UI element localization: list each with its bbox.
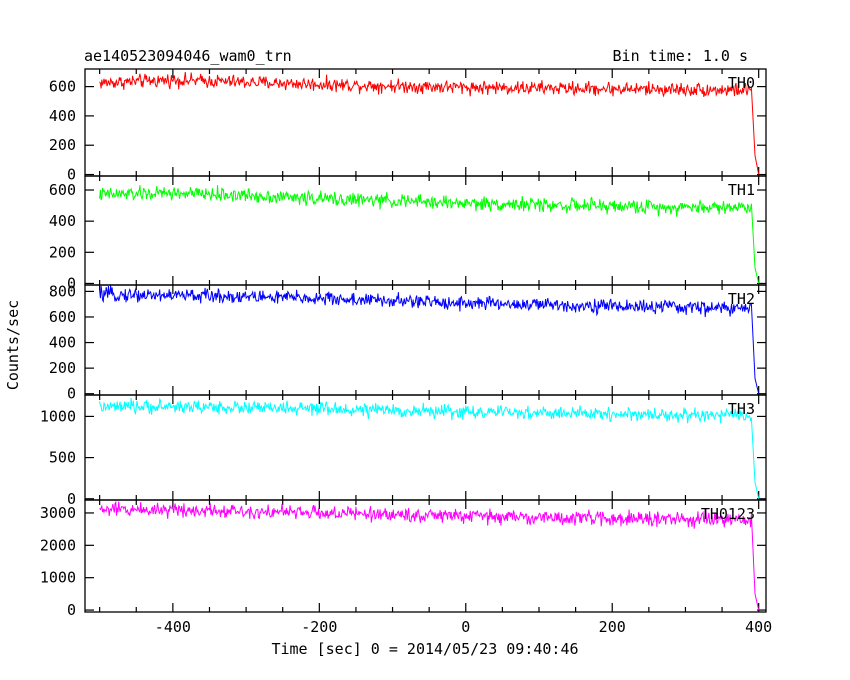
y-tick-label: 600: [49, 78, 76, 96]
x-tick-label: -200: [301, 618, 337, 636]
y-tick-label: 400: [49, 107, 76, 125]
y-axis-label: Counts/sec: [4, 300, 22, 390]
x-tick-label: 400: [745, 618, 772, 636]
y-tick-label: 600: [49, 181, 76, 199]
x-tick-label: 0: [461, 618, 470, 636]
x-tick-label: 200: [599, 618, 626, 636]
y-tick-label: 0: [67, 274, 76, 292]
chart-title: ae140523094046_wam0_trn: [84, 47, 292, 65]
y-tick-label: 600: [49, 308, 76, 326]
series-trace-th1: [99, 185, 760, 284]
series-trace-th2: [99, 285, 760, 394]
series-trace-th0123: [99, 500, 760, 611]
y-tick-label: 2000: [40, 536, 76, 554]
series-trace-th3: [99, 397, 760, 499]
y-tick-label: 200: [49, 359, 76, 377]
series-label-th3: TH3: [728, 400, 755, 418]
y-tick-label: 400: [49, 212, 76, 230]
panel-frame-th0123: [84, 499, 767, 613]
x-axis-label: Time [sec] 0 = 2014/05/23 09:40:46: [271, 640, 578, 658]
x-tick-label: -400: [155, 618, 191, 636]
y-tick-label: 0: [67, 166, 76, 184]
series-label-th2: TH2: [728, 290, 755, 308]
y-tick-label: 0: [67, 385, 76, 403]
y-tick-label: 0: [67, 490, 76, 508]
series-label-th1: TH1: [728, 181, 755, 199]
bin-time-label: Bin time: 1.0 s: [613, 47, 748, 65]
y-tick-label: 200: [49, 136, 76, 154]
series-trace-th0: [99, 72, 760, 175]
y-tick-label: 3000: [40, 504, 76, 522]
series-label-th0: TH0: [728, 74, 755, 92]
y-tick-label: 1000: [40, 407, 76, 425]
y-tick-label: 400: [49, 334, 76, 352]
y-tick-label: 800: [49, 282, 76, 300]
y-tick-label: 500: [49, 449, 76, 467]
y-tick-label: 1000: [40, 569, 76, 587]
y-tick-label: 200: [49, 243, 76, 261]
series-label-th0123: TH0123: [701, 505, 755, 523]
panel-frame-th1: [84, 175, 767, 286]
y-tick-label: 0: [67, 601, 76, 619]
